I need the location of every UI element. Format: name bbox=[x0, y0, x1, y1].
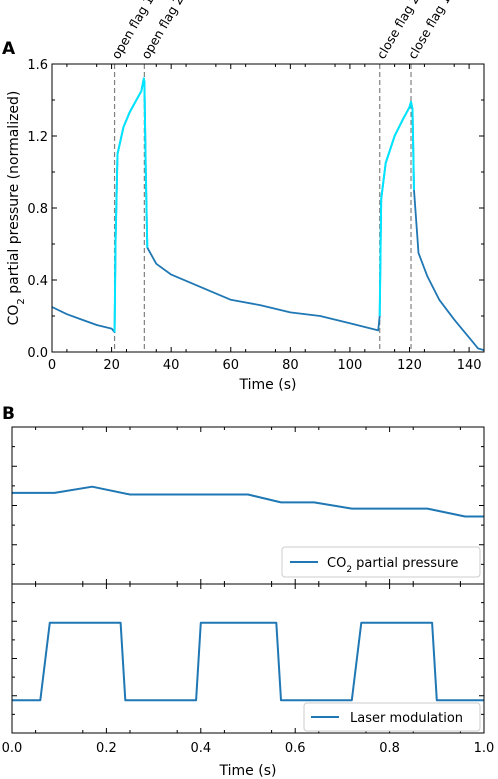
laser-line bbox=[12, 621, 484, 702]
laser-legend-box bbox=[303, 702, 481, 732]
x-tick-label: 80 bbox=[282, 358, 299, 373]
panel-a-label: A bbox=[2, 39, 16, 59]
panel-b: B 0.0 0.2 0.4 0.6 0.8 1.0 CO2 partial pressur… bbox=[2, 404, 495, 779]
y-tick-label: 1.6 bbox=[27, 58, 48, 73]
highlight-segment-1 bbox=[113, 77, 149, 333]
x-tick-label: 0 bbox=[48, 358, 56, 373]
x-tick-label: 40 bbox=[163, 358, 180, 373]
laser-subplot-series bbox=[12, 621, 484, 702]
panel-b-label: B bbox=[2, 404, 15, 424]
b-x-tick-label: 0.4 bbox=[190, 741, 211, 756]
b-x-tick-label: 1.0 bbox=[474, 741, 495, 756]
co2-subplot-series bbox=[12, 485, 484, 518]
b-x-tick-label: 0.0 bbox=[2, 741, 23, 756]
x-tick-label: 20 bbox=[103, 358, 120, 373]
co2-legend-label: CO2 partial pressure bbox=[327, 556, 458, 575]
panel-b-x-axis-title: Time (s) bbox=[219, 763, 277, 779]
panel-a-series bbox=[51, 77, 485, 352]
co2-legend: CO2 partial pressure bbox=[281, 546, 481, 578]
y-tick-label: 0.4 bbox=[27, 274, 48, 289]
x-tick-label: 140 bbox=[457, 358, 482, 373]
b-x-tick-label: 0.6 bbox=[285, 741, 306, 756]
panel-a-x-axis-title: Time (s) bbox=[239, 377, 297, 393]
laser-legend-label: Laser modulation bbox=[350, 711, 463, 726]
x-tick-label: 120 bbox=[397, 358, 422, 373]
laser-legend: Laser modulation bbox=[303, 702, 481, 732]
panel-a-y-axis-title: CO2 partial pressure (normalized) bbox=[6, 91, 27, 326]
highlight-segment-2 bbox=[378, 100, 415, 317]
y-tick-label: 0.8 bbox=[27, 202, 48, 217]
annotation-lines bbox=[113, 64, 412, 352]
panel-a-x-ticks: 0 20 40 60 80 100 120 140 bbox=[48, 64, 482, 373]
panel-b-ticks: 0.0 0.2 0.4 0.6 0.8 1.0 bbox=[2, 427, 495, 756]
x-tick-label: 60 bbox=[222, 358, 239, 373]
b-x-tick-label: 0.2 bbox=[96, 741, 117, 756]
co2-legend-box bbox=[281, 546, 481, 578]
x-tick-label: 100 bbox=[338, 358, 363, 373]
y-tick-label: 0.0 bbox=[27, 346, 48, 361]
y-tick-label: 1.2 bbox=[27, 130, 48, 145]
co2-line bbox=[12, 485, 484, 518]
panel-a-y-ticks: 0.0 0.4 0.8 1.2 1.6 bbox=[27, 58, 484, 361]
b-x-tick-label: 0.8 bbox=[379, 741, 400, 756]
